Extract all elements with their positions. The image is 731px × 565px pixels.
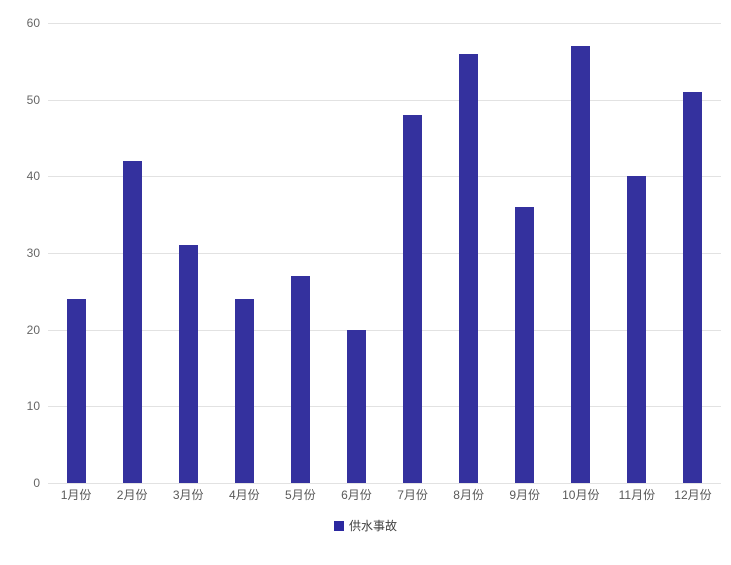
x-axis-tick-label: 1月份 <box>60 488 92 502</box>
x-axis-tick-label: 12月份 <box>674 488 712 502</box>
bar-12月份 <box>683 92 703 483</box>
bar-1月份 <box>66 299 86 483</box>
gridline-y-20 <box>48 329 721 331</box>
legend-series-label: 供水事故 <box>348 519 397 533</box>
x-axis-tick-label: 9月份 <box>509 488 541 502</box>
y-axis-tick-label: 30 <box>26 246 40 260</box>
gridline-y-10 <box>48 406 721 408</box>
x-axis-tick-label: 2月份 <box>116 488 148 502</box>
gridline-y-40 <box>48 176 721 178</box>
bar-6月份 <box>346 329 366 483</box>
x-axis-tick-label: 11月份 <box>618 488 656 502</box>
plot-area <box>48 23 721 484</box>
gridline-y-60 <box>48 23 721 24</box>
gridline-y-0 <box>48 483 721 484</box>
bar-9月份 <box>515 207 535 483</box>
legend: 供水事故 <box>0 517 731 534</box>
x-axis-tick-label: 10月份 <box>562 488 600 502</box>
x-axis-tick-label: 7月份 <box>397 488 428 502</box>
bar-3月份 <box>178 245 198 483</box>
y-axis-tick-label: 50 <box>26 92 40 107</box>
x-axis-tick-label: 3月份 <box>172 488 204 502</box>
legend-swatch-icon <box>333 520 344 531</box>
x-axis-tick-label: 8月份 <box>453 488 484 502</box>
bar-5月份 <box>290 276 310 483</box>
y-axis-tick-label: 40 <box>26 169 40 184</box>
y-axis-tick-label: 20 <box>26 322 40 337</box>
y-axis-tick-label: 60 <box>26 16 40 30</box>
bar-8月份 <box>459 53 479 483</box>
bar-7月份 <box>403 115 423 483</box>
x-axis-tick-label: 4月份 <box>228 488 260 502</box>
bar-10月份 <box>571 46 591 483</box>
bar-4月份 <box>234 299 254 483</box>
y-axis-tick-label: 0 <box>33 476 40 490</box>
x-axis-tick-label: 5月份 <box>285 488 316 502</box>
bar-11月份 <box>627 176 647 483</box>
gridline-y-50 <box>48 99 721 101</box>
bar-2月份 <box>122 161 142 483</box>
x-axis-tick-label: 6月份 <box>341 488 372 502</box>
y-axis-tick-label: 10 <box>26 399 40 414</box>
gridline-y-30 <box>48 253 721 254</box>
